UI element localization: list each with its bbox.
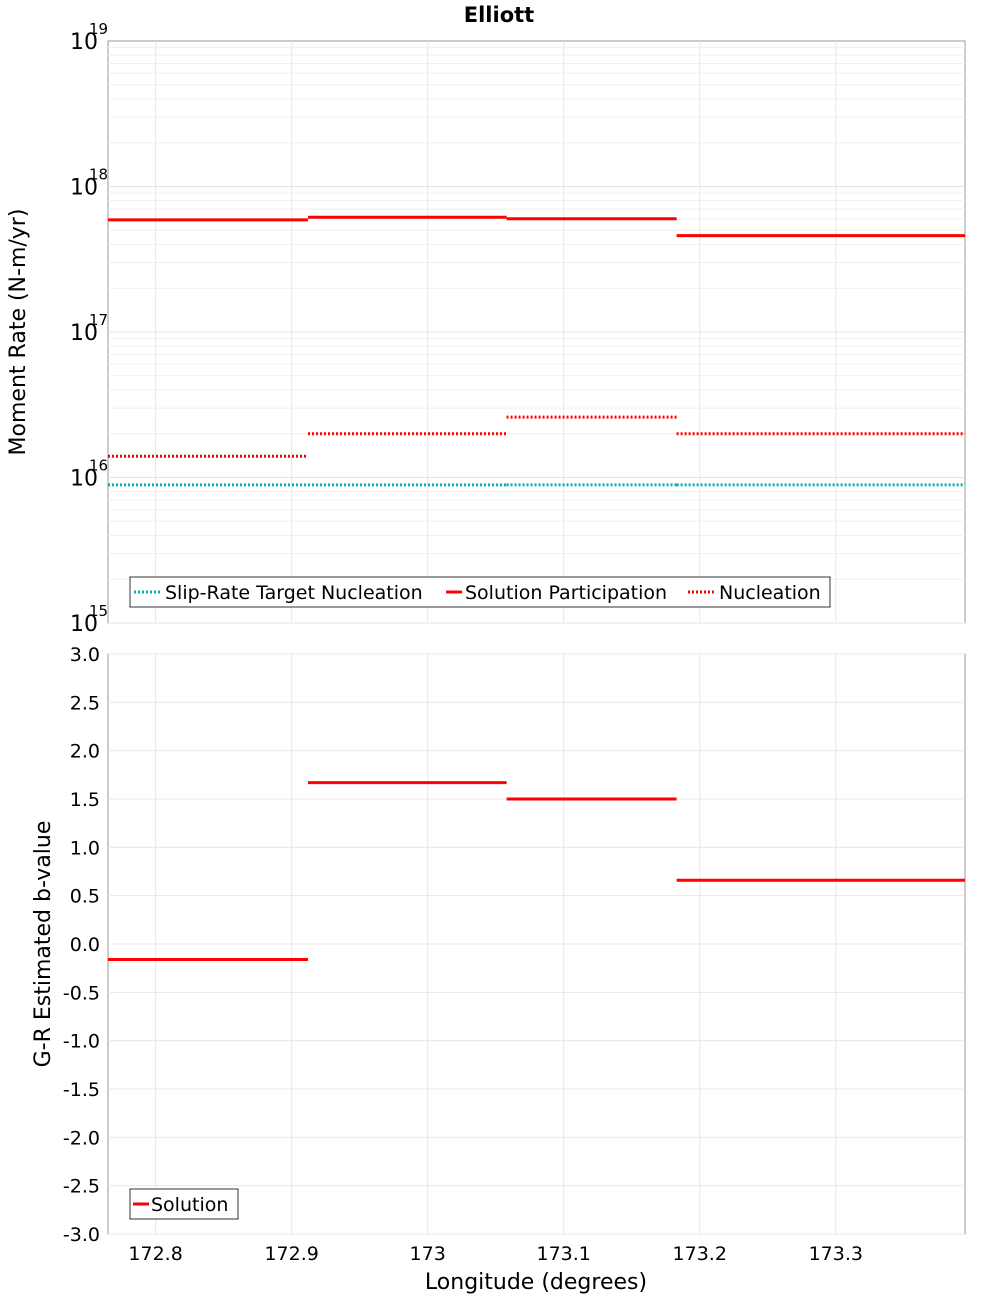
y-tick-base: 10 bbox=[70, 176, 98, 201]
y-tick-exponent: 19 bbox=[89, 20, 108, 38]
x-tick-label: 173.3 bbox=[809, 1243, 863, 1265]
x-tick-label: 173.2 bbox=[673, 1243, 727, 1265]
y-tick-label: 2.5 bbox=[70, 692, 100, 714]
y-tick-label: 2.0 bbox=[70, 741, 100, 763]
y-tick-label: 0.5 bbox=[70, 886, 100, 908]
moment-rate-series bbox=[108, 215, 965, 487]
x-tick-label: 173.1 bbox=[537, 1243, 591, 1265]
x-tick-label: 172.8 bbox=[128, 1243, 182, 1265]
x-tick-label: 173 bbox=[410, 1243, 446, 1265]
y-tick-exponent: 18 bbox=[89, 166, 108, 184]
y-tick-label: 3.0 bbox=[70, 644, 100, 666]
legend-label-solution: Solution bbox=[151, 1194, 228, 1216]
moment-rate-legend: Slip-Rate Target Nucleation Solution Par… bbox=[129, 576, 831, 608]
y-tick-exponent: 15 bbox=[89, 602, 108, 620]
moment-rate-grid bbox=[108, 41, 965, 624]
y-tick-exponent: 17 bbox=[89, 311, 108, 329]
y-tick-exponent: 16 bbox=[89, 457, 108, 475]
longitude-x-ticks: 172.8 172.9 173 173.1 173.2 173.3 bbox=[128, 1243, 863, 1265]
y-tick-base: 10 bbox=[70, 612, 98, 637]
x-tick-label: 172.9 bbox=[264, 1243, 318, 1265]
y-tick-base: 10 bbox=[70, 321, 98, 346]
chart-title: Elliott bbox=[464, 3, 534, 27]
y-tick-label: -0.5 bbox=[63, 982, 100, 1004]
moment-rate-y-axis-label: Moment Rate (N-m/yr) bbox=[6, 209, 31, 456]
b-value-legend: Solution bbox=[129, 1188, 239, 1220]
x-axis-label: Longitude (degrees) bbox=[425, 1270, 647, 1295]
y-tick-label: -1.0 bbox=[63, 1031, 100, 1053]
y-tick-label: -2.5 bbox=[63, 1176, 100, 1198]
b-value-series bbox=[108, 781, 965, 961]
y-tick-label: -1.5 bbox=[63, 1079, 100, 1101]
legend-label-slip-rate-target-nucleation: Slip-Rate Target Nucleation bbox=[165, 582, 423, 604]
y-tick-label: 1.5 bbox=[70, 789, 100, 811]
y-tick-label: -2.0 bbox=[63, 1127, 100, 1149]
y-tick-base: 10 bbox=[70, 30, 98, 55]
y-tick-label: 0.0 bbox=[70, 934, 100, 956]
y-tick-label: -3.0 bbox=[63, 1224, 100, 1246]
y-tick-base: 10 bbox=[70, 467, 98, 492]
y-tick-label: 1.0 bbox=[70, 837, 100, 859]
legend-label-solution-participation: Solution Participation bbox=[465, 582, 667, 604]
b-value-grid bbox=[108, 653, 965, 1235]
b-value-y-axis-label: G-R Estimated b-value bbox=[31, 821, 56, 1068]
legend-label-nucleation: Nucleation bbox=[719, 582, 821, 604]
b-value-y-ticks: 3.0 2.5 2.0 1.5 1.0 0.5 0.0 -0.5 -1.0 -1.5 -2.0 -2.… bbox=[63, 644, 100, 1246]
b-value-panel: 3.0 2.5 2.0 1.5 1.0 0.5 0.0 -0.5 -1.0 -1.5 -2.0 -2.… bbox=[31, 644, 966, 1295]
